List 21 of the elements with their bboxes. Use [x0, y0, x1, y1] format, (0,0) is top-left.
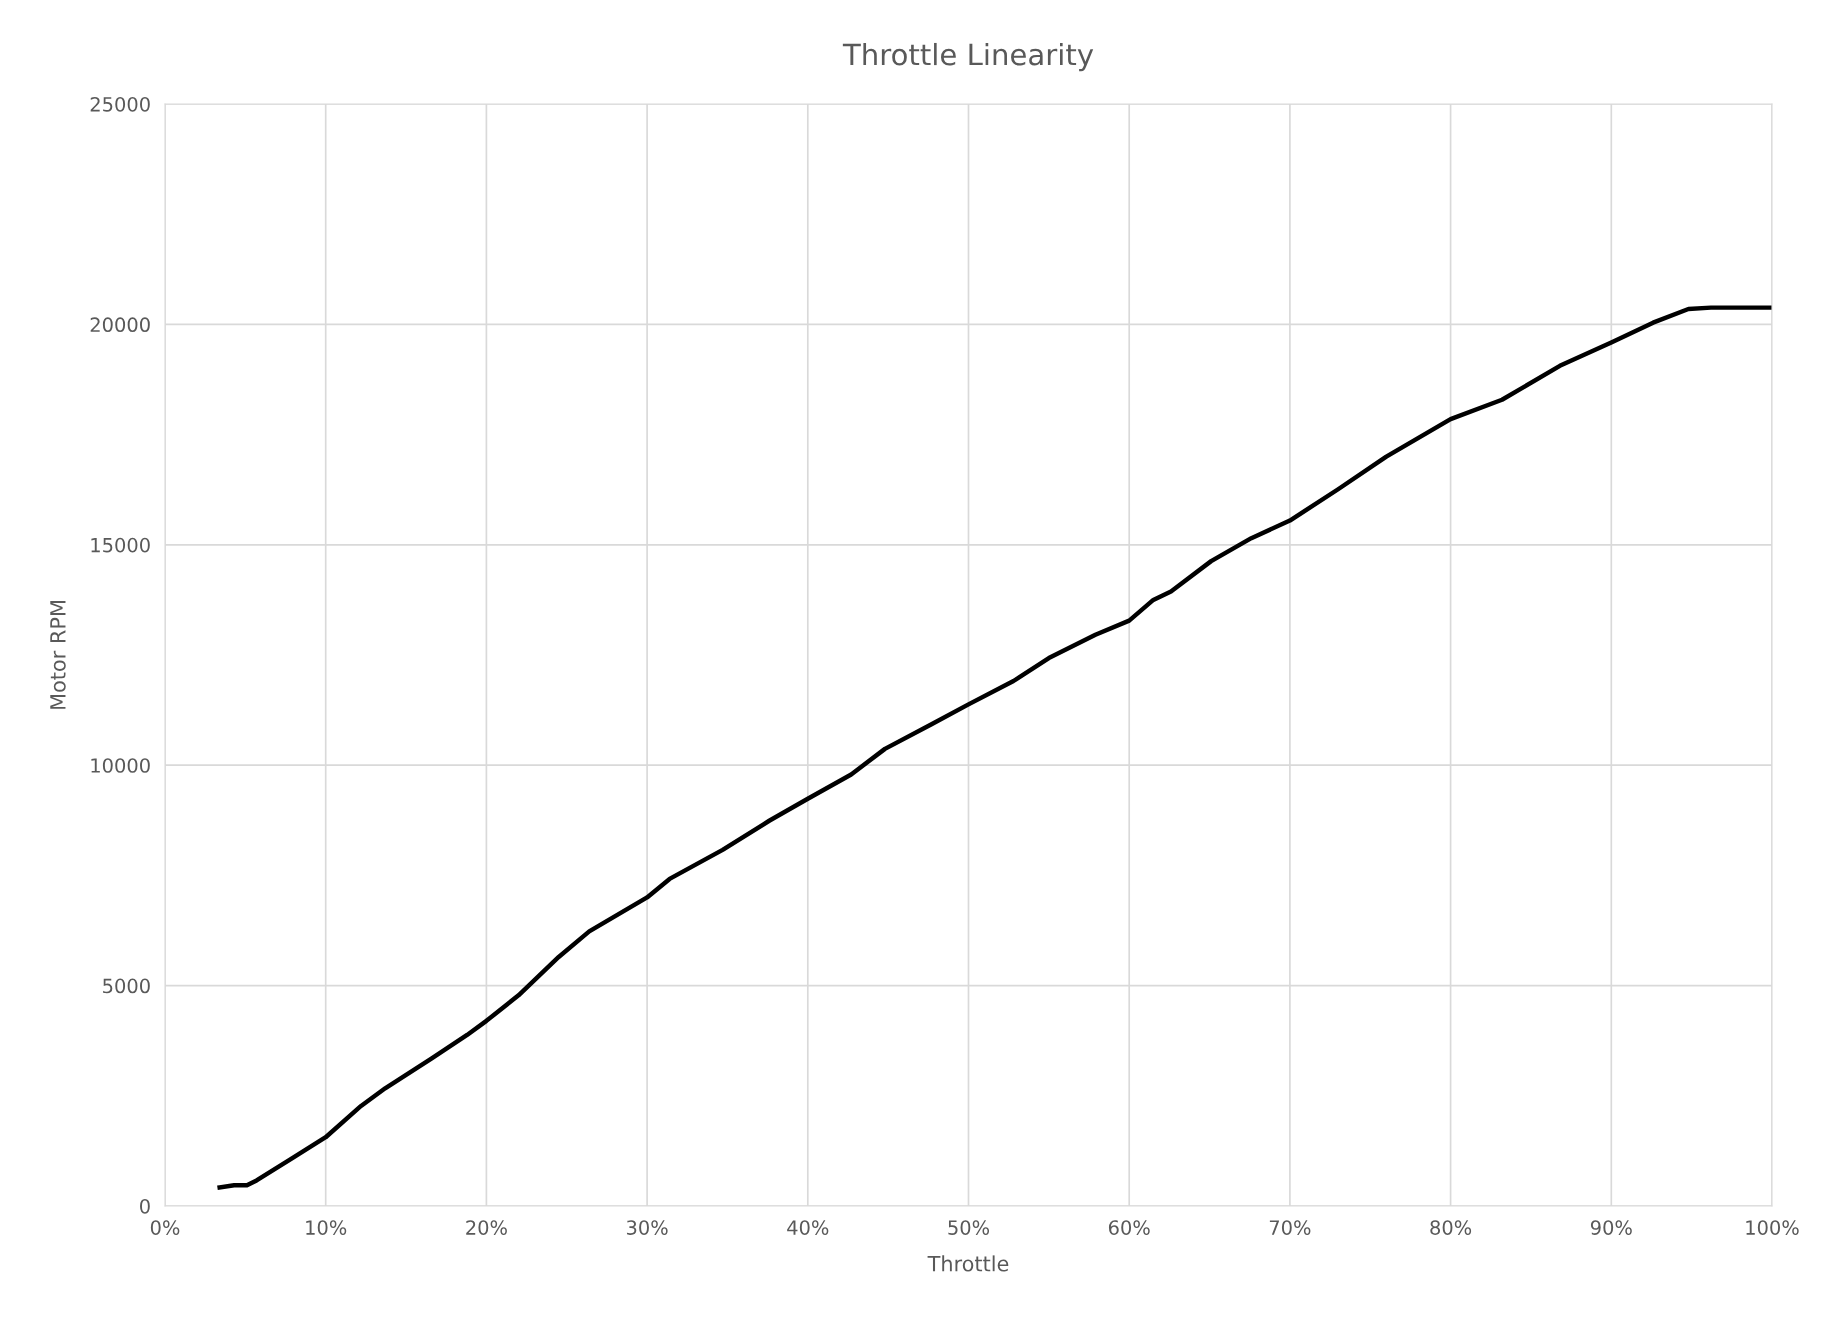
y-tick-label: 25000 [90, 96, 150, 112]
x-tick-label: 30% [626, 1220, 668, 1235]
x-tick-label: 100% [1746, 1220, 1799, 1235]
x-tick-label: 90% [1590, 1220, 1632, 1235]
y-tick-label: 20000 [90, 317, 150, 333]
y-tick-label: 0 [140, 1198, 150, 1214]
x-tick-label: 20% [466, 1220, 507, 1235]
x-tick-label: 60% [1108, 1220, 1150, 1235]
x-tick-label: 50% [948, 1220, 990, 1235]
y-tick-label: 10000 [91, 758, 150, 773]
y-axis-title: Motor RPM [50, 601, 66, 709]
chart-title: Throttle Linearity [842, 42, 1094, 72]
x-tick-label: 10% [306, 1220, 347, 1235]
y-tick-label: 5000 [103, 978, 150, 994]
x-tick-label: 70% [1269, 1220, 1311, 1235]
x-axis-title: Throttle [927, 1255, 1009, 1272]
x-tick-label: 40% [787, 1220, 829, 1235]
x-tick-label: 0% [150, 1220, 180, 1235]
line-series [217, 305, 1772, 1190]
x-tick-label: 80% [1430, 1220, 1472, 1235]
y-tick-label: 15000 [91, 537, 150, 553]
